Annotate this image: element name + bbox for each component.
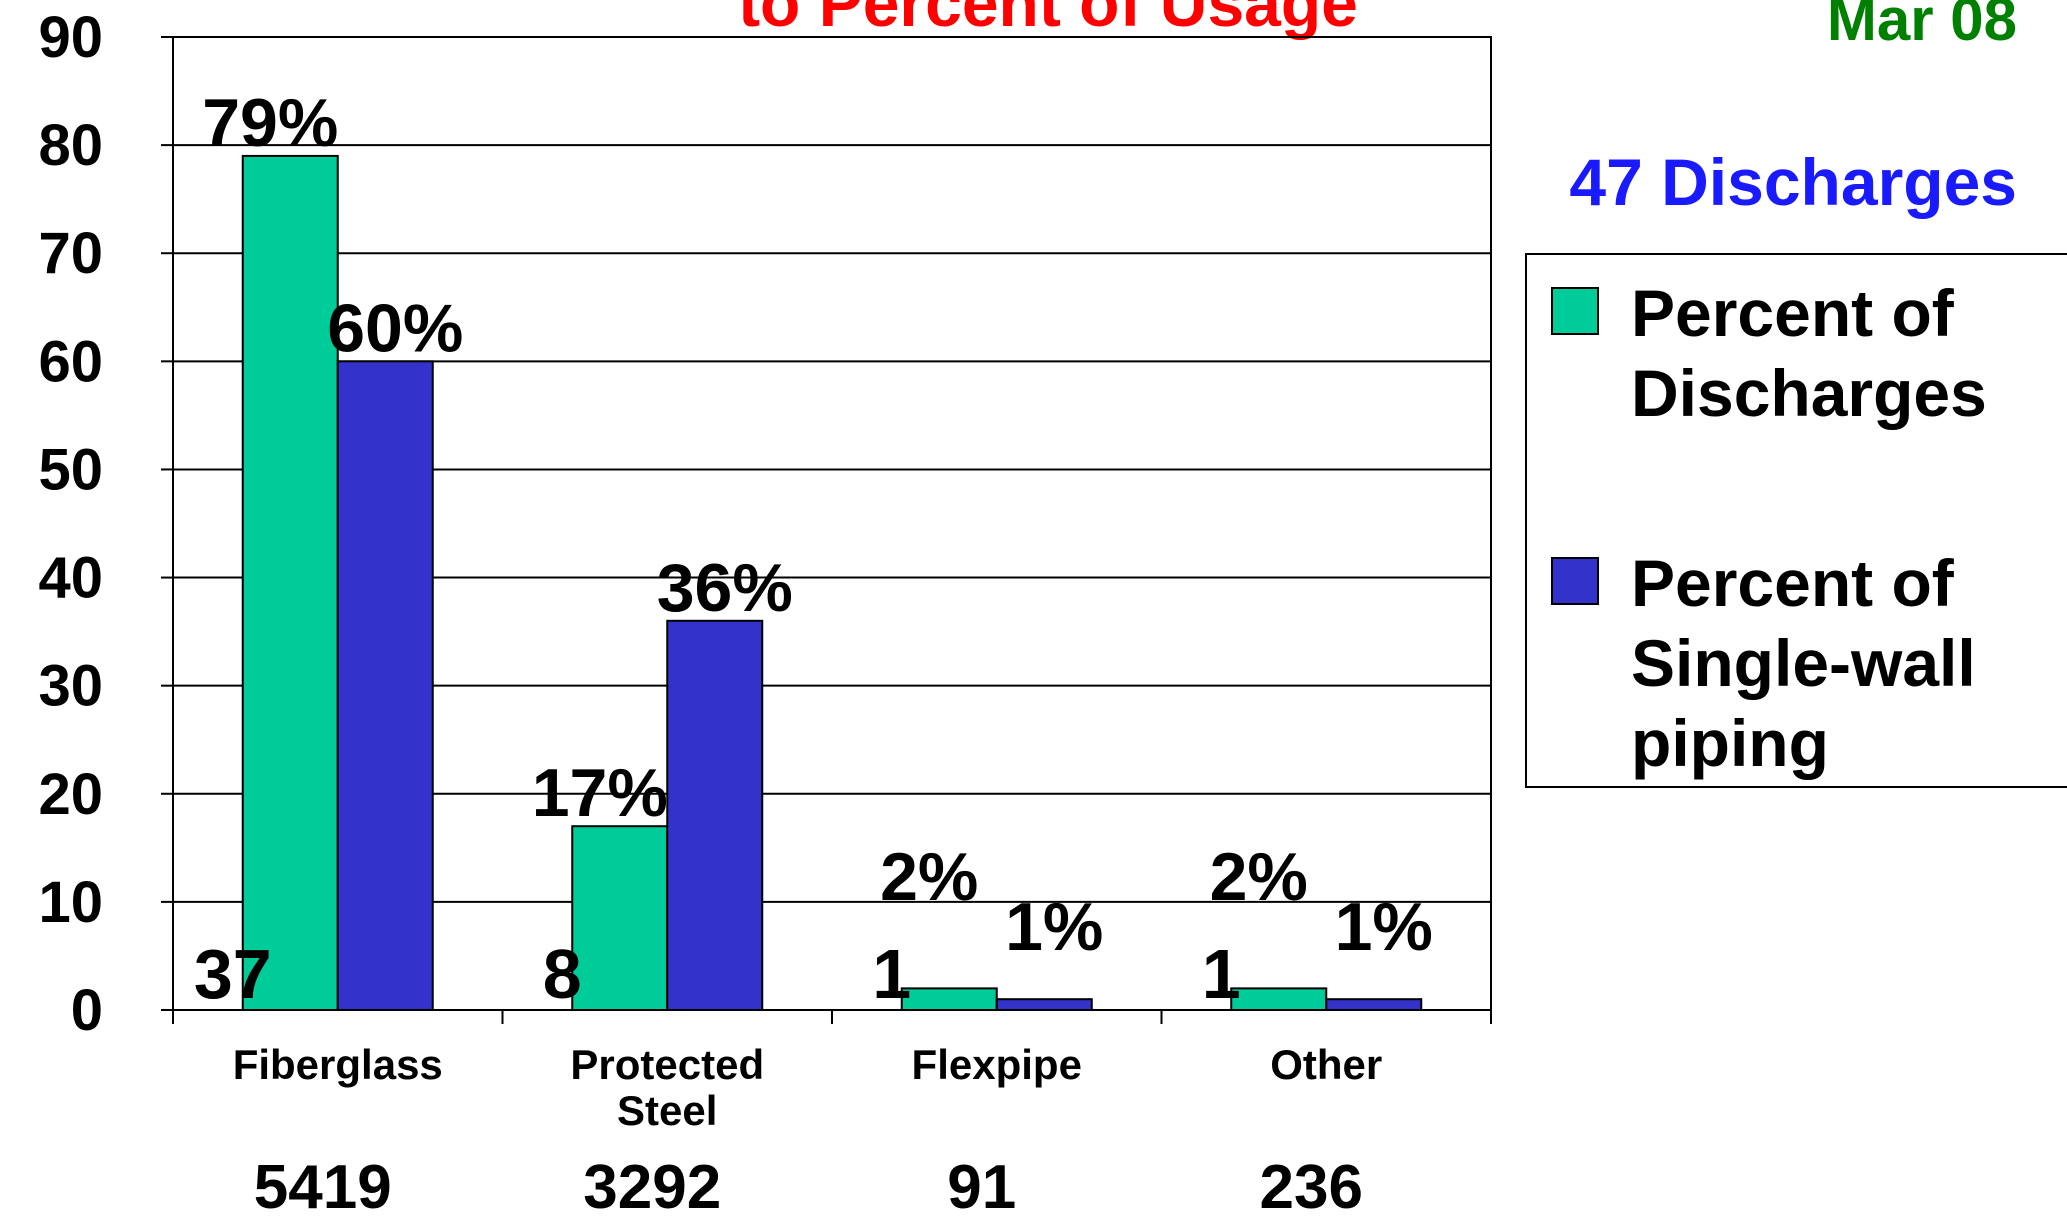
legend-label: Percent of Discharges: [1631, 276, 1987, 430]
data-label: 60%: [327, 290, 463, 366]
y-tick-label: 90: [38, 5, 103, 70]
data-label: 2%: [880, 839, 978, 915]
data-label: 1%: [1005, 889, 1103, 965]
chart-subtitle: 47 Discharges: [1569, 145, 2017, 219]
bar: [995, 998, 1093, 1012]
bar: [1230, 987, 1328, 1012]
legend-swatch: [1551, 287, 1599, 335]
legend-swatch: [1551, 557, 1599, 605]
y-tick-label: 30: [38, 654, 103, 719]
bar: [336, 360, 434, 1012]
bar: [900, 987, 998, 1012]
data-label: 36%: [657, 550, 793, 626]
count-label: 37: [194, 935, 272, 1013]
count-label: 8: [543, 935, 582, 1013]
x-tick-label: Protected Steel: [570, 1041, 765, 1134]
y-tick-label: 40: [38, 546, 103, 611]
x-tick-label: Other: [1270, 1041, 1383, 1088]
y-tick-label: 60: [38, 329, 103, 394]
chart-title: to Percent of Usage: [738, 0, 1358, 40]
y-tick-label: 0: [71, 978, 103, 1043]
bar: [241, 154, 339, 1011]
bar: [666, 619, 764, 1011]
usage-label: 3292: [583, 1153, 721, 1217]
x-tick-label: Fiberglass: [232, 1041, 443, 1088]
y-tick-label: 10: [38, 870, 103, 935]
count-label: 1: [872, 935, 911, 1013]
bar: [571, 825, 669, 1012]
data-label: 17%: [532, 755, 668, 831]
y-tick-label: 70: [38, 221, 103, 286]
data-label: 2%: [1210, 839, 1308, 915]
data-label: 79%: [202, 85, 338, 161]
y-tick-label: 80: [38, 113, 103, 178]
data-label: 1%: [1335, 889, 1433, 965]
x-tick-label: Flexpipe: [911, 1041, 1082, 1088]
usage-label: 236: [1260, 1153, 1363, 1217]
bar: [1325, 998, 1423, 1012]
legend-label: Percent of Single-wall piping: [1631, 546, 1976, 780]
legend: Percent of Discharges Percent of Single-w…: [1525, 253, 2067, 788]
count-label: 1: [1202, 935, 1241, 1013]
chart-date: Mar 08: [1827, 0, 2017, 53]
y-tick-label: 20: [38, 762, 103, 827]
y-tick-label: 50: [38, 437, 103, 502]
usage-label: 5419: [254, 1153, 392, 1217]
usage-label: 91: [947, 1153, 1016, 1217]
